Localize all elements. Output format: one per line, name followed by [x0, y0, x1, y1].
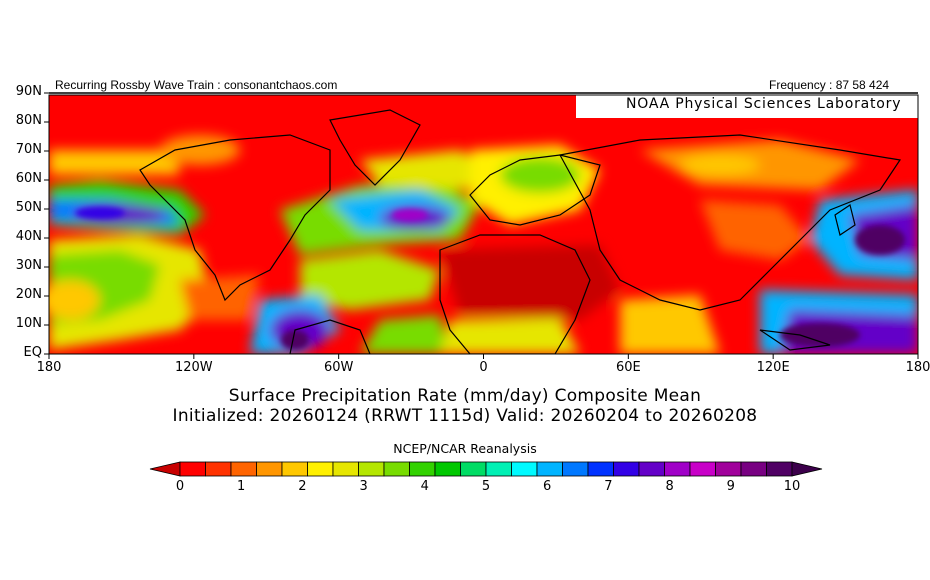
colorbar-segment — [740, 461, 767, 477]
colorbar-segment — [664, 461, 691, 477]
coastlines — [139, 109, 902, 354]
colorbar-segment — [256, 461, 283, 477]
colorbar-tick-label: 4 — [420, 479, 429, 494]
colorbar-segment — [179, 461, 206, 477]
chart-subtitle: Initialized: 20260124 (RRWT 1115d) Valid… — [172, 406, 758, 426]
lat-tick-label: 10N — [15, 316, 42, 331]
lon-tick-label: 120E — [756, 360, 790, 375]
lat-tick-label: 70N — [15, 142, 42, 157]
colorbar-segment — [536, 461, 563, 477]
lat-tick-label: 20N — [15, 287, 42, 302]
lat-tick-label: 90N — [15, 84, 42, 99]
lat-tick-label: 80N — [15, 113, 42, 128]
colorbar-tick-label: 3 — [359, 479, 368, 494]
colorbar-segment — [358, 461, 385, 477]
colorbar-tick-label: 8 — [665, 479, 674, 494]
colorbar-segment — [511, 461, 538, 477]
lat-tick-label: 30N — [15, 258, 42, 273]
header-right-text: Frequency : 87 58 424 — [769, 78, 890, 92]
lat-tick-label: 40N — [15, 229, 42, 244]
colorbar-tick-label: 0 — [175, 479, 185, 494]
header-left-text: Recurring Rossby Wave Train : consonantc… — [55, 78, 338, 92]
lat-tick-label: 50N — [15, 200, 42, 215]
lat-tick-label: 60N — [15, 171, 42, 186]
lon-tick-label: 60E — [615, 360, 641, 375]
colorbar-segment — [613, 461, 640, 477]
colorbar-tick-label: 5 — [481, 479, 491, 494]
lon-tick-label: 0 — [479, 360, 488, 375]
lon-tick-label: 60W — [323, 360, 354, 375]
lon-tick-label: 180 — [36, 360, 62, 375]
colorbar-segment — [281, 461, 308, 477]
colorbar-segment — [383, 461, 410, 477]
colorbar-tick-label: 9 — [726, 479, 735, 494]
lat-tick-label: EQ — [23, 345, 42, 360]
colorbar-segment — [715, 461, 742, 477]
colorbar-segment — [230, 461, 257, 477]
colorbar-tick-label: 6 — [543, 479, 552, 494]
colorbar-tick-label: 7 — [604, 479, 613, 494]
lon-tick-label: 120W — [174, 360, 213, 375]
dataset-label: NCEP/NCAR Reanalysis — [393, 441, 537, 456]
colorbar-segment — [638, 461, 665, 477]
colorbar-tick-label: 10 — [783, 479, 801, 494]
precipitation-field — [49, 95, 918, 354]
colorbar-segment — [205, 461, 232, 477]
colorbar-segment — [562, 461, 589, 477]
colorbar-under-arrow — [149, 461, 181, 477]
chart-title: Surface Precipitation Rate (mm/day) Comp… — [228, 386, 702, 406]
noaa-logo-text: NOAA Physical Sciences Laboratory — [626, 96, 902, 112]
longitude-ticks — [48, 354, 919, 359]
colorbar-segment — [485, 461, 512, 477]
colorbar-segment — [587, 461, 614, 477]
colorbar-over-arrow — [791, 461, 823, 477]
colorbar-segment — [307, 461, 334, 477]
lon-tick-label: 180 — [905, 360, 930, 375]
colorbar-segment — [689, 461, 716, 477]
colorbar-tick-label: 2 — [298, 479, 307, 494]
colorbar-tick-label: 1 — [237, 479, 246, 494]
colorbar-segment — [332, 461, 359, 477]
colorbar — [149, 461, 823, 477]
colorbar-segment — [766, 461, 793, 477]
latitude-ticks — [44, 92, 49, 355]
colorbar-segment — [409, 461, 436, 477]
colorbar-segment — [434, 461, 461, 477]
colorbar-segment — [460, 461, 487, 477]
